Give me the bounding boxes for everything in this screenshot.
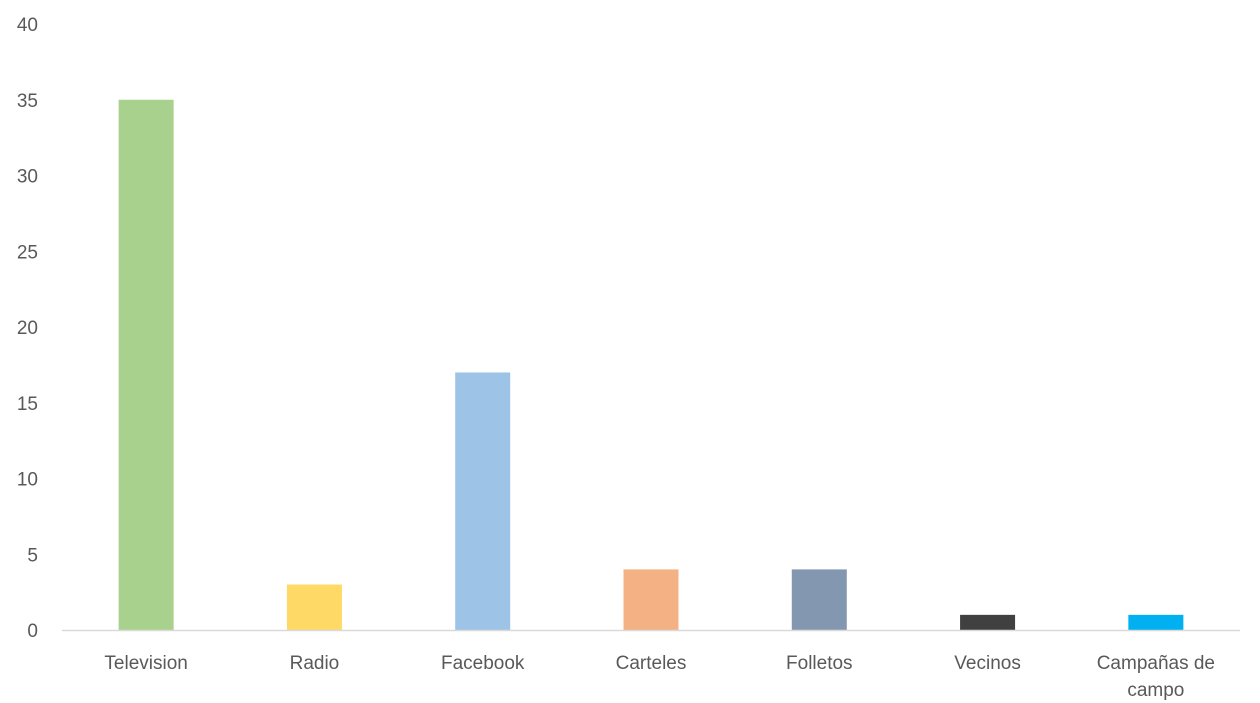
bars-group: [118, 99, 1184, 630]
y-tick-label: 5: [27, 545, 38, 566]
bar-radio: [286, 584, 342, 630]
bar-campañas-de-campo: [1128, 614, 1184, 630]
x-axis-labels: Television Radio Facebook Carteles Folletos V…: [104, 653, 1215, 701]
bar-folletos: [791, 569, 847, 630]
x-tick-label: Vecinos: [954, 653, 1021, 674]
bar-carteles: [623, 569, 679, 630]
bar-television: [118, 99, 174, 630]
x-tick-label-line: Campañas de: [1097, 653, 1215, 674]
x-tick-label: Carteles: [616, 653, 687, 674]
bar-vecinos: [960, 614, 1016, 630]
x-tick-label: Facebook: [441, 653, 525, 674]
x-tick-label-line: Vecinos: [954, 653, 1021, 674]
y-tick-label: 35: [17, 91, 38, 112]
x-tick-label: Television: [104, 653, 187, 674]
x-tick-label-line: Carteles: [616, 653, 687, 674]
x-tick-label: Radio: [290, 653, 340, 674]
y-tick-label: 25: [17, 242, 38, 263]
x-tick-label-line: Radio: [290, 653, 340, 674]
y-tick-label: 15: [17, 394, 38, 415]
x-tick-label: Folletos: [786, 653, 853, 674]
y-tick-label: 0: [27, 621, 38, 642]
y-tick-label: 40: [17, 15, 38, 36]
x-tick-label-line: Folletos: [786, 653, 853, 674]
y-axis-ticks: 0 5 10 15 20 25 30 35 40: [17, 15, 38, 642]
y-tick-label: 30: [17, 167, 38, 188]
bar-facebook: [455, 372, 511, 630]
x-tick-label-line: Facebook: [441, 653, 525, 674]
x-tick-label-line: Television: [104, 653, 187, 674]
x-tick-label: Campañas de campo: [1097, 653, 1215, 701]
y-tick-label: 10: [17, 470, 38, 491]
y-tick-label: 20: [17, 318, 38, 339]
x-tick-label-line: campo: [1127, 680, 1184, 701]
